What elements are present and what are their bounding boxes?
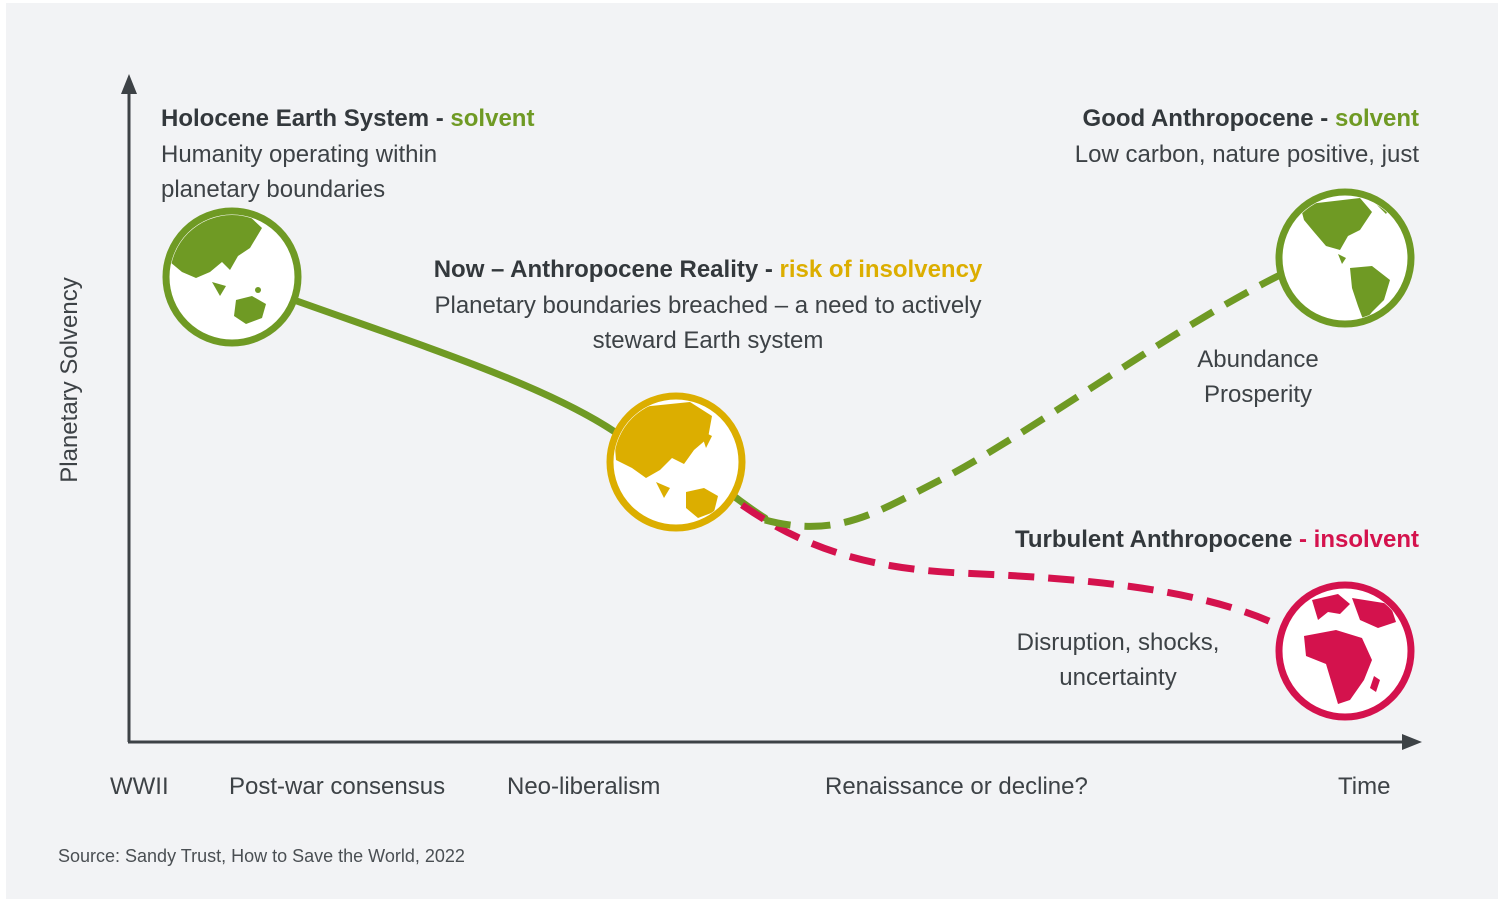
holocene-desc-line2: planetary boundaries — [161, 176, 386, 203]
now-desc-line2: steward Earth system — [592, 327, 824, 354]
good-heading: Good Anthropocene - solvent — [1083, 101, 1419, 136]
x-tick-post-war: Post-war consensus — [229, 773, 446, 800]
x-axis — [128, 734, 1422, 750]
holocene-desc-line1: Humanity operating within — [161, 141, 438, 168]
source-caption: Source: Sandy Trust, How to Save the Wor… — [58, 846, 465, 866]
holocene-heading: Holocene Earth System - solvent — [161, 101, 534, 136]
now-status: risk of insolvency — [779, 256, 983, 283]
good-desc: Low carbon, nature positive, just — [1074, 141, 1419, 168]
good-note-line2: Prosperity — [1203, 381, 1313, 408]
turbulent-status: - insolvent — [1298, 526, 1419, 553]
y-axis-label: Planetary Solvency — [56, 277, 83, 483]
x-tick-renaissance: Renaissance or decline? — [825, 773, 1088, 800]
now-globe-icon — [606, 392, 746, 532]
turbulent-title: Turbulent Anthropocene — [1015, 526, 1293, 553]
holocene-title: Holocene Earth System - — [161, 105, 444, 132]
now-desc-line1: Planetary boundaries breached – a need t… — [434, 292, 982, 319]
x-tick-neo-liberalism: Neo-liberalism — [507, 773, 661, 800]
turbulent-path-line — [740, 502, 1282, 630]
turbulent-note-line1: Disruption, shocks, — [1016, 629, 1220, 656]
turbulent-note-line2: uncertainty — [1059, 664, 1177, 691]
holocene-status: solvent — [450, 105, 535, 132]
historical-trajectory-line — [290, 296, 619, 436]
turbulent-heading: Turbulent Anthropocene - insolvent — [1015, 522, 1419, 557]
good-title: Good Anthropocene - — [1082, 105, 1329, 132]
good-note-line1: Abundance — [1197, 346, 1319, 373]
holocene-globe-icon — [162, 207, 302, 347]
good-globe-icon — [1275, 188, 1415, 328]
good-status: solvent — [1334, 105, 1419, 132]
now-title: Now – Anthropocene Reality - — [433, 256, 773, 283]
x-tick-wwii: WWII — [110, 773, 169, 800]
turbulent-globe-icon — [1275, 581, 1415, 721]
diagram-canvas — [6, 3, 1498, 899]
good-path-line — [764, 270, 1284, 530]
y-axis — [121, 74, 137, 742]
x-tick-time: Time — [1338, 773, 1391, 800]
x-axis-arrow-icon — [1402, 734, 1422, 750]
now-heading: Now – Anthropocene Reality - risk of ins… — [330, 252, 1086, 287]
y-axis-arrow-icon — [121, 74, 137, 94]
